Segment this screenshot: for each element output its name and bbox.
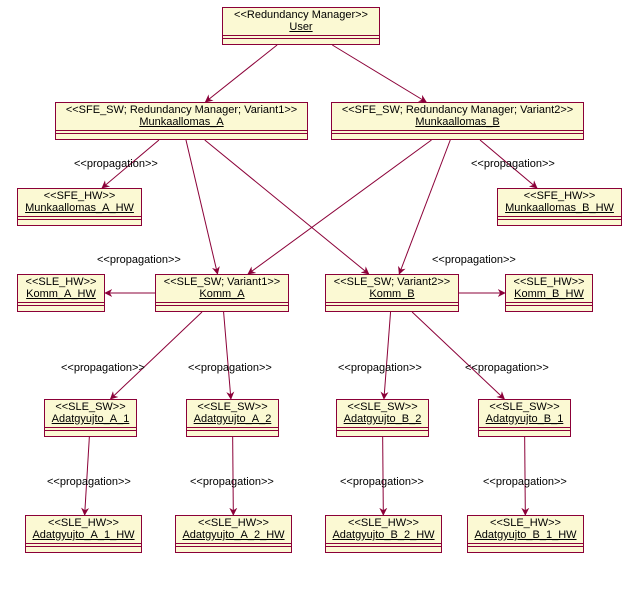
node-stereotype: <<SFE_SW; Redundancy Manager; Variant1>> [56,103,307,116]
node-munka_a_hw: <<SFE_HW>>Munkaallomas_A_HW [17,188,142,226]
node-stereotype: <<SLE_SW>> [187,400,278,413]
edge-label: <<propagation>> [97,254,181,266]
edge-label: <<propagation>> [61,362,145,374]
node-stereotype: <<SLE_HW>> [26,516,141,529]
node-name: Adatgyujto_B_2 [337,413,428,427]
node-komm_a: <<SLE_SW; Variant1>>Komm_A [155,274,289,312]
node-name: Adatgyujto_A_1_HW [26,529,141,543]
node-adat_b1_hw: <<SLE_HW>>Adatgyujto_B_1_HW [467,515,584,553]
node-komm_b_hw: <<SLE_HW>>Komm_B_HW [505,274,593,312]
node-name: Adatgyujto_B_2_HW [326,529,441,543]
node-adat_b2: <<SLE_SW>>Adatgyujto_B_2 [336,399,429,437]
edge-label: <<propagation>> [483,476,567,488]
node-name: Komm_A [156,288,288,302]
node-name: Komm_A_HW [18,288,104,302]
node-name: Munkaallomas_A_HW [18,202,141,216]
node-stereotype: <<SLE_SW>> [337,400,428,413]
edge-label: <<propagation>> [471,158,555,170]
node-name: Adatgyujto_A_2 [187,413,278,427]
node-komm_b: <<SLE_SW; Variant2>>Komm_B [325,274,459,312]
node-name: Adatgyujto_B_1 [479,413,570,427]
node-adat_b1: <<SLE_SW>>Adatgyujto_B_1 [478,399,571,437]
node-name: Munkaallomas_B_HW [498,202,621,216]
node-munka_b_hw: <<SFE_HW>>Munkaallomas_B_HW [497,188,622,226]
edge-label: <<propagation>> [432,254,516,266]
node-name: Munkaallomas_B [332,116,583,130]
node-komm_a_hw: <<SLE_HW>>Komm_A_HW [17,274,105,312]
edge-label: <<propagation>> [465,362,549,374]
node-stereotype: <<SLE_HW>> [468,516,583,529]
node-name: Adatgyujto_A_1 [45,413,136,427]
edge-label: <<propagation>> [188,362,272,374]
edge-label: <<propagation>> [47,476,131,488]
node-user: <<Redundancy Manager>>User [222,7,380,45]
node-name: User [223,21,379,35]
node-name: Munkaallomas_A [56,116,307,130]
node-name: Komm_B [326,288,458,302]
node-name: Komm_B_HW [506,288,592,302]
node-adat_b2_hw: <<SLE_HW>>Adatgyujto_B_2_HW [325,515,442,553]
node-name: Adatgyujto_A_2_HW [176,529,291,543]
node-stereotype: <<SFE_HW>> [498,189,621,202]
node-name: Adatgyujto_B_1_HW [468,529,583,543]
node-stereotype: <<SLE_HW>> [506,275,592,288]
node-stereotype: <<SLE_SW; Variant1>> [156,275,288,288]
node-munka_b: <<SFE_SW; Redundancy Manager; Variant2>>… [331,102,584,140]
edge-label: <<propagation>> [338,362,422,374]
node-adat_a2_hw: <<SLE_HW>>Adatgyujto_A_2_HW [175,515,292,553]
node-stereotype: <<SFE_HW>> [18,189,141,202]
edge-label: <<propagation>> [190,476,274,488]
node-adat_a1: <<SLE_SW>>Adatgyujto_A_1 [44,399,137,437]
node-stereotype: <<SLE_SW; Variant2>> [326,275,458,288]
node-adat_a1_hw: <<SLE_HW>>Adatgyujto_A_1_HW [25,515,142,553]
node-stereotype: <<SLE_HW>> [18,275,104,288]
node-stereotype: <<SLE_SW>> [479,400,570,413]
node-stereotype: <<SFE_SW; Redundancy Manager; Variant2>> [332,103,583,116]
node-stereotype: <<Redundancy Manager>> [223,8,379,21]
node-stereotype: <<SLE_SW>> [45,400,136,413]
node-stereotype: <<SLE_HW>> [326,516,441,529]
node-adat_a2: <<SLE_SW>>Adatgyujto_A_2 [186,399,279,437]
node-munka_a: <<SFE_SW; Redundancy Manager; Variant1>>… [55,102,308,140]
edge-label: <<propagation>> [74,158,158,170]
edge-label: <<propagation>> [340,476,424,488]
node-stereotype: <<SLE_HW>> [176,516,291,529]
